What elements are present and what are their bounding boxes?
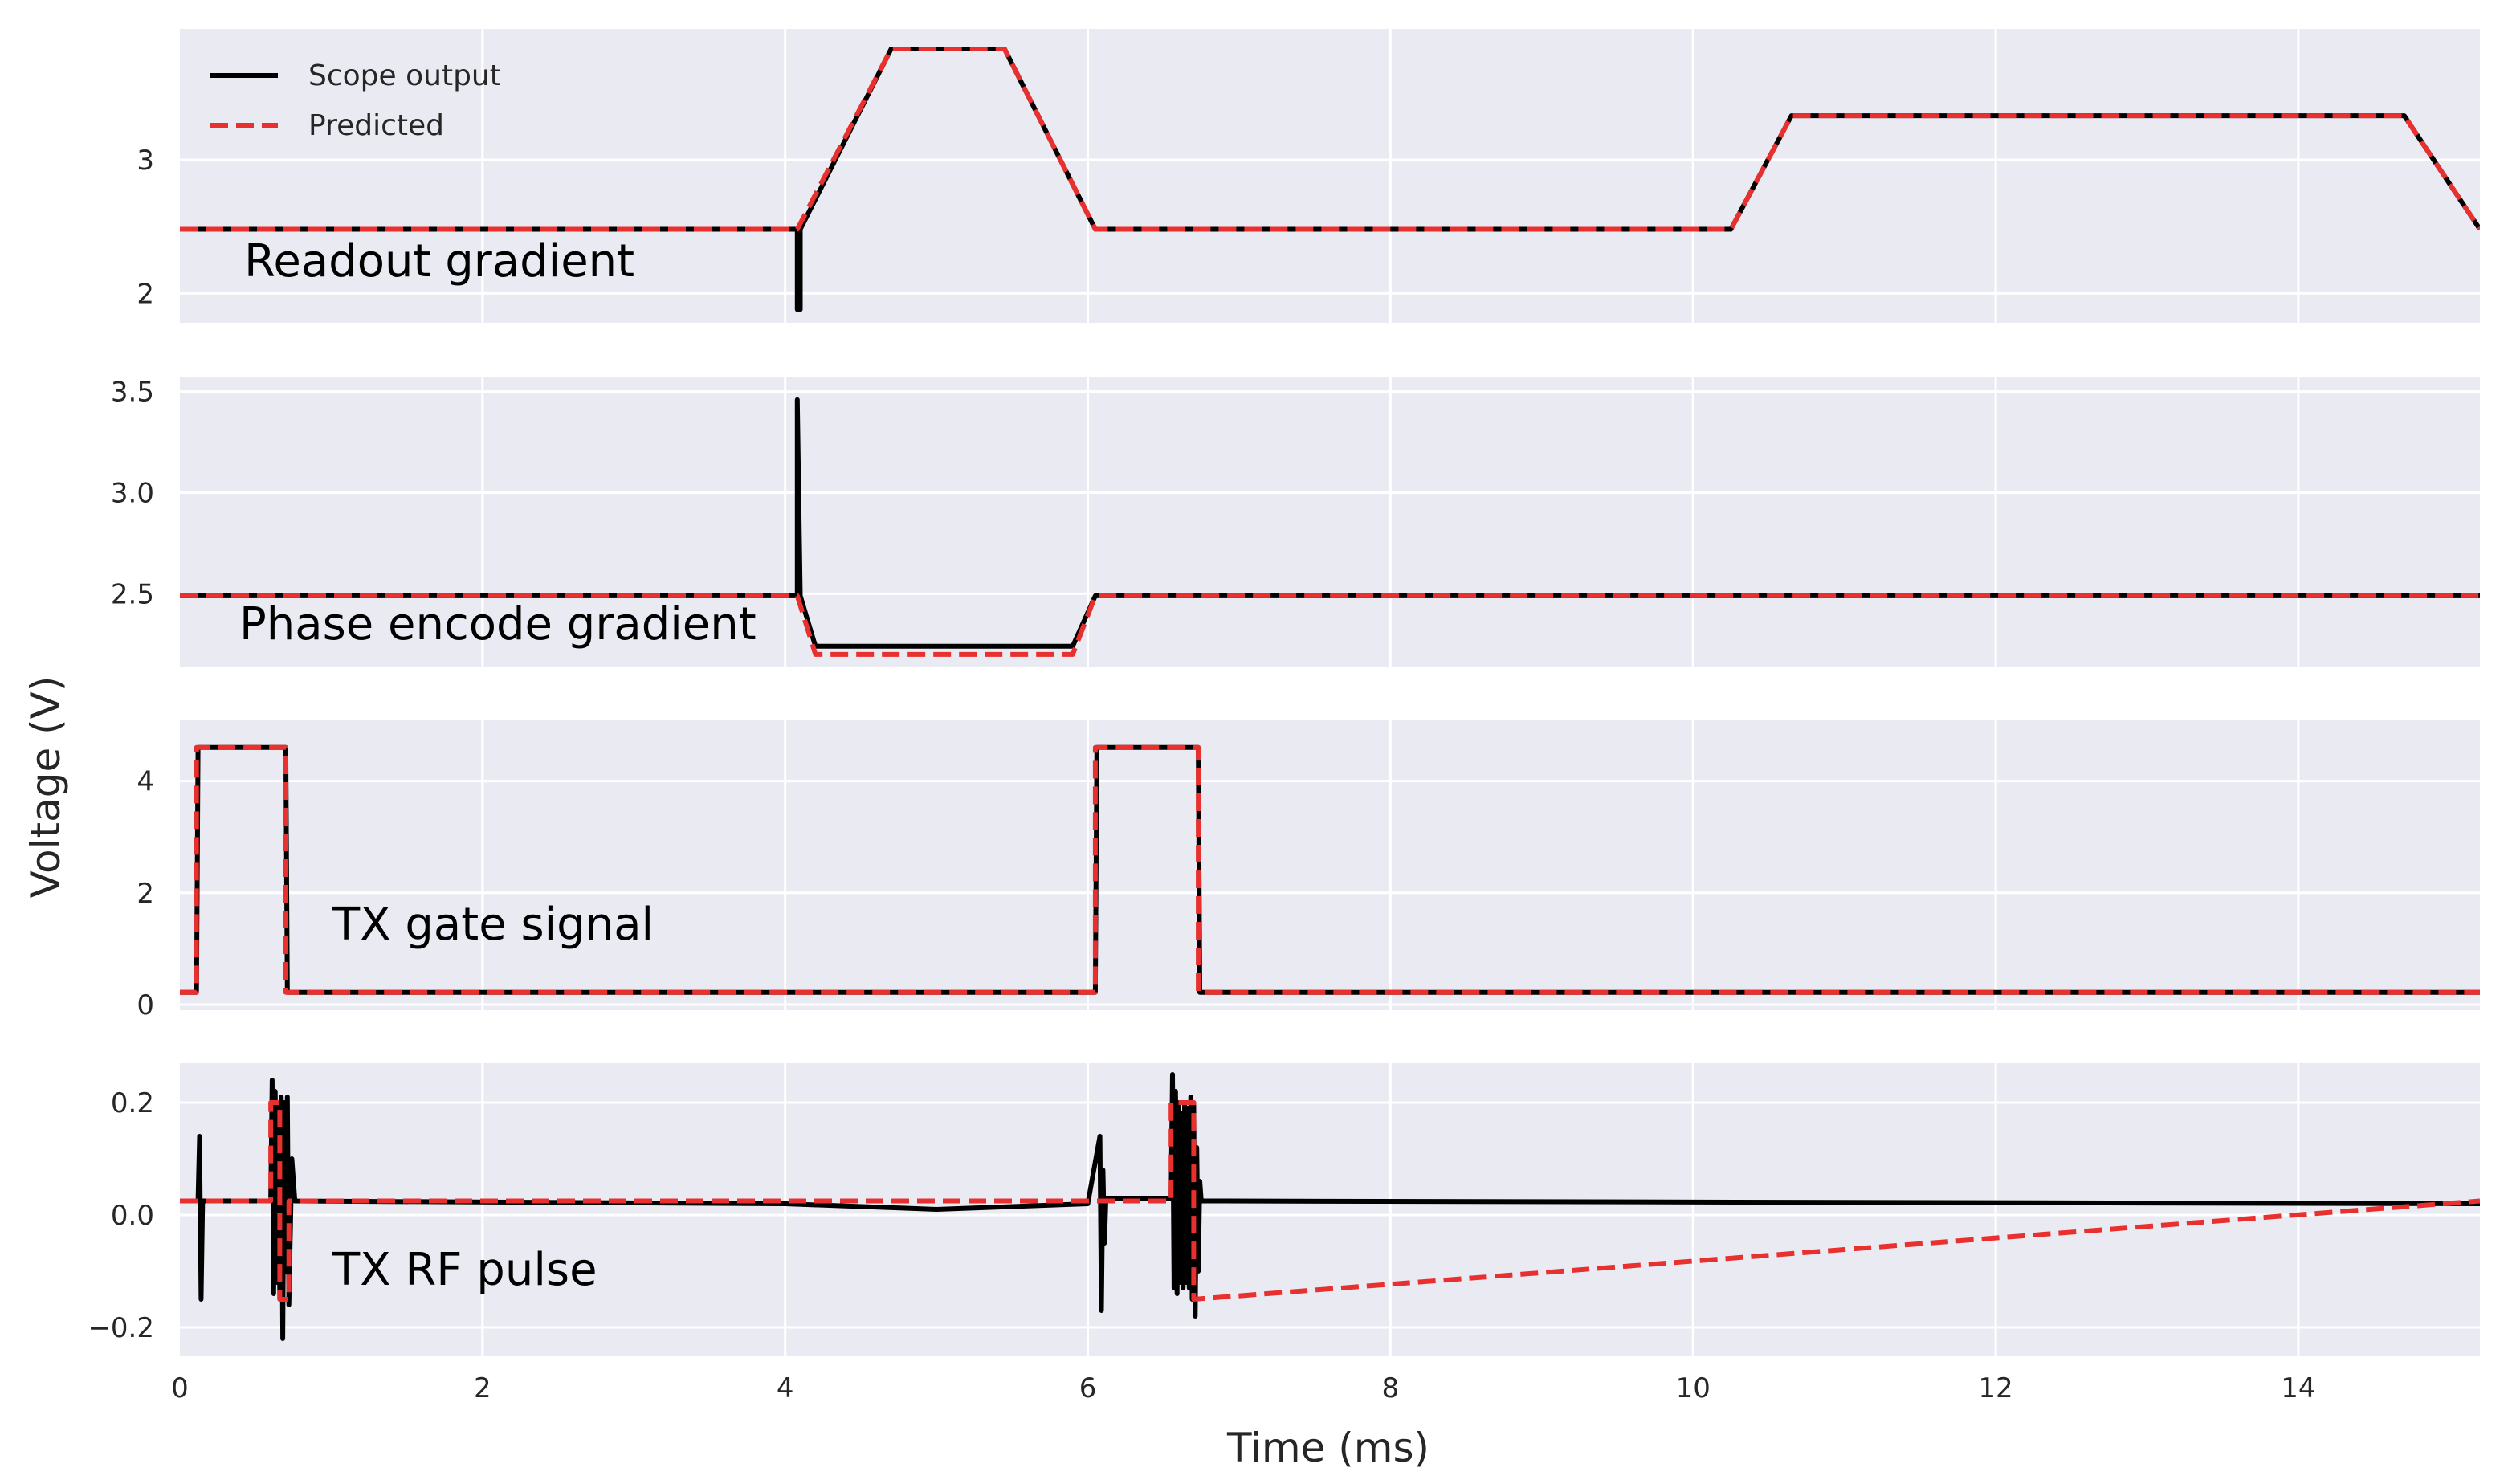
x-axis-label: Time (ms) bbox=[1226, 1425, 1429, 1471]
panel-3: −0.2 0.0 0.2 TX RF pulse bbox=[88, 1063, 2480, 1356]
panel-label: Readout gradient bbox=[244, 235, 634, 287]
y-tick-label: 4 bbox=[137, 766, 154, 798]
x-tick-label: 8 bbox=[1382, 1372, 1400, 1404]
x-tick-label: 4 bbox=[777, 1372, 794, 1404]
x-tick-label: 14 bbox=[2281, 1372, 2315, 1404]
legend: Scope output Predicted bbox=[210, 59, 501, 142]
panel-background bbox=[180, 377, 2480, 667]
y-tick-label: 3 bbox=[137, 145, 154, 177]
y-tick-label: 0.2 bbox=[111, 1087, 154, 1119]
predicted-series-line bbox=[180, 1100, 2480, 1302]
y-tick-label: 0.0 bbox=[111, 1200, 154, 1232]
predicted-series-line bbox=[180, 744, 2480, 995]
predicted-series-line bbox=[180, 47, 2480, 232]
predicted-series-line bbox=[180, 593, 2480, 657]
panel-1: 2.5 3.0 3.5 Phase encode gradient bbox=[111, 377, 2480, 667]
panel-label: TX gate signal bbox=[332, 899, 654, 951]
panel-background bbox=[180, 720, 2480, 1010]
y-tick-label: 3.5 bbox=[111, 377, 154, 409]
x-tick-label: 12 bbox=[1978, 1372, 2013, 1404]
x-tick-label: 10 bbox=[1676, 1372, 1711, 1404]
y-tick-label: 2 bbox=[137, 878, 154, 910]
panel-0: 2 3 Readout gradient bbox=[137, 29, 2480, 323]
y-tick-label: 2.5 bbox=[111, 578, 154, 610]
panel-label: TX RF pulse bbox=[332, 1244, 597, 1296]
panel-background bbox=[180, 29, 2480, 323]
legend-label: Scope output bbox=[308, 59, 501, 92]
legend-label: Predicted bbox=[308, 109, 444, 142]
y-tick-label: 0 bbox=[137, 989, 154, 1021]
panel-background bbox=[180, 1063, 2480, 1356]
chart-panels: 2 3 Readout gradient 2.5 3.0 3.5 Phase encode … bbox=[88, 29, 2480, 1404]
y-tick-label: 3.0 bbox=[111, 477, 154, 509]
y-axis-label: Voltage (V) bbox=[22, 676, 69, 899]
y-tick-label: −0.2 bbox=[88, 1312, 154, 1344]
x-tick-label: 2 bbox=[474, 1372, 491, 1404]
y-tick-label: 2 bbox=[137, 278, 154, 310]
x-tick-label: 0 bbox=[171, 1372, 189, 1404]
x-tick-label: 6 bbox=[1079, 1372, 1097, 1404]
panel-label: Phase encode gradient bbox=[239, 598, 757, 650]
panel-2: 0 2 4 TX gate signal bbox=[137, 720, 2480, 1021]
